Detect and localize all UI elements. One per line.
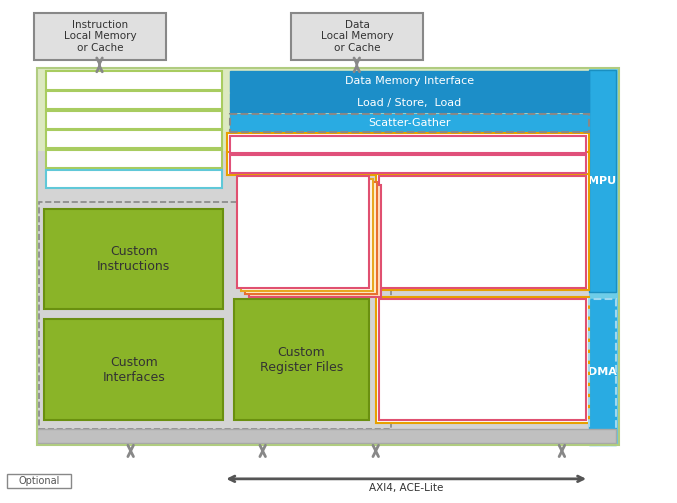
Bar [379,176,586,288]
Text: AXI4, ACE-Lite: AXI4, ACE-Lite [369,483,443,493]
Bar [7,474,71,488]
Text: Vector Register Files: Vector Register Files [355,159,461,169]
Text: Base Instruction
Set Architecture
(ISA): Base Instruction Set Architecture (ISA) [437,215,527,248]
Bar [46,150,222,168]
Text: Optional: Optional [18,476,60,486]
Text: Optional ISA:
HP, DP,
Extended HP, SP, DP
Vector Floating Point: Optional ISA: HP, DP, Extended HP, SP, D… [429,337,536,382]
Text: Instruction: Instruction [349,432,402,442]
Text: Timers, Interrupts: Timers, Interrupts [90,134,178,144]
Bar [37,429,616,443]
Bar [37,68,589,445]
Bar [46,71,222,90]
Bar [46,111,222,129]
Bar [379,299,586,420]
Bar [44,209,223,309]
Bar [249,185,381,297]
Bar [37,68,619,445]
Bar [34,13,166,60]
Text: Data Memory Interface: Data Memory Interface [345,76,474,87]
Bar [46,170,222,188]
Bar [376,297,589,423]
Bar [291,13,423,60]
Text: Custom
Interfaces: Custom Interfaces [102,356,165,384]
Bar [234,299,369,420]
Bar [589,299,616,445]
Bar [237,176,369,288]
Bar [230,114,589,132]
Text: DMA: DMA [588,367,617,377]
Text: Data
Local Memory
or Cache: Data Local Memory or Cache [321,20,393,53]
Text: Debug Module: Debug Module [99,174,169,184]
Bar [37,151,589,445]
Bar [230,136,586,153]
Text: Bus Interface: Bus Interface [292,431,362,441]
Text: Inst Memory Interface: Inst Memory Interface [80,75,188,86]
Bar [227,133,589,156]
Text: Load / Store,  Load: Load / Store, Load [357,98,462,108]
Text: Scalar Processing
Units: Scalar Processing Units [254,211,352,232]
Bar [46,91,222,109]
Text: Custom
Instructions: Custom Instructions [97,245,171,273]
Text: Scatter-Gather: Scatter-Gather [368,118,451,128]
Bar [245,182,377,294]
Bar [589,299,616,445]
Bar [37,68,619,445]
Bar [230,155,586,173]
Bar [227,152,589,175]
Bar [46,130,222,148]
Text: VLIW Inst Decoder: VLIW Inst Decoder [89,115,179,125]
Text: Custom
Register Files: Custom Register Files [260,346,343,374]
Text: Scalar Register File: Scalar Register File [358,140,458,149]
Text: APB: APB [121,432,140,442]
Text: Instruction
Local Memory
or Cache: Instruction Local Memory or Cache [64,20,136,53]
Bar [230,93,589,112]
Text: Data: Data [251,432,274,442]
Text: MPU: MPU [588,176,617,186]
Text: Cache Controller: Cache Controller [93,95,175,105]
Text: Performance Counters: Performance Counters [79,154,189,164]
Bar [230,114,589,132]
Text: DMA: DMA [550,432,573,442]
Bar [241,179,373,291]
Bar [376,174,589,290]
Bar [44,319,223,420]
Bar [39,202,391,429]
Bar [230,71,589,92]
Bar [589,70,616,292]
